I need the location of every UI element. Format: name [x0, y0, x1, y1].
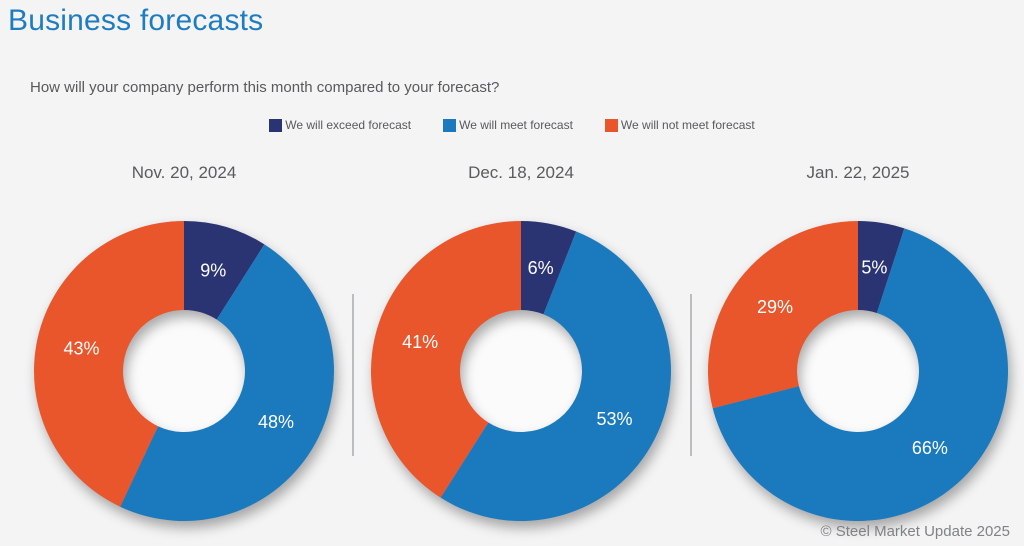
donut-slice-exceed	[858, 221, 905, 313]
legend-label-exceed: We will exceed forecast	[285, 118, 412, 132]
donut-chart-block-jan: Jan. 22, 2025 5% 66% 29%	[708, 163, 1008, 521]
survey-question: How will your company perform this month…	[30, 79, 500, 96]
slice-percentage-label: 66%	[912, 438, 948, 458]
slice-percentage-label: 9%	[200, 260, 226, 280]
slice-percentage-label: 48%	[258, 412, 294, 432]
donut-hole	[458, 308, 584, 434]
chart-legend: We will exceed forecast We will meet for…	[0, 118, 1024, 132]
slice-percentage-label: 53%	[597, 409, 633, 429]
legend-swatch-not-meet-icon	[604, 118, 618, 132]
legend-item-not-meet: We will not meet forecast	[604, 118, 755, 132]
slice-percentage-label: 43%	[64, 338, 100, 358]
donut-chart-block-nov: Nov. 20, 2024 9% 48% 43%	[33, 163, 335, 521]
chart-date-label: Nov. 20, 2024	[131, 163, 237, 182]
donut-chart: 9% 48% 43%	[33, 221, 335, 521]
donut-slice-not_meet	[708, 221, 858, 409]
chart-date-label: Dec. 18, 2024	[468, 163, 574, 182]
donut-chart: 6% 53% 41%	[370, 221, 671, 522]
donut-hole	[795, 308, 921, 434]
slice-percentage-label: 6%	[528, 258, 554, 278]
chart-divider	[352, 294, 354, 456]
legend-swatch-meet-icon	[443, 118, 457, 132]
donut-chart-block-dec: Dec. 18, 2024 6% 53% 41%	[370, 163, 671, 522]
slice-percentage-label: 41%	[402, 332, 438, 352]
donut-slice-exceed	[184, 221, 265, 320]
donut-slice-meet	[120, 244, 335, 521]
chart-divider	[690, 294, 692, 456]
legend-label-meet: We will meet forecast	[459, 118, 573, 132]
donut-slice-not_meet	[33, 221, 184, 507]
donut-slice-meet	[712, 228, 1008, 521]
chart-date-label: Jan. 22, 2025	[806, 163, 910, 182]
donut-slice-exceed	[521, 221, 577, 315]
legend-item-meet: We will meet forecast	[443, 118, 573, 132]
slice-percentage-label: 29%	[757, 297, 793, 317]
donut-chart: 5% 66% 29%	[708, 221, 1008, 521]
legend-item-exceed: We will exceed forecast	[269, 118, 411, 132]
legend-swatch-exceed-icon	[269, 118, 283, 132]
slice-percentage-label: 5%	[861, 258, 887, 278]
donut-hole	[121, 308, 247, 434]
copyright-credit: © Steel Market Update 2025	[820, 523, 1011, 540]
donut-slice-not_meet	[370, 221, 521, 498]
page-title: Business forecasts	[8, 4, 264, 37]
legend-label-not-meet: We will not meet forecast	[620, 118, 755, 132]
donut-slice-meet	[440, 231, 671, 522]
